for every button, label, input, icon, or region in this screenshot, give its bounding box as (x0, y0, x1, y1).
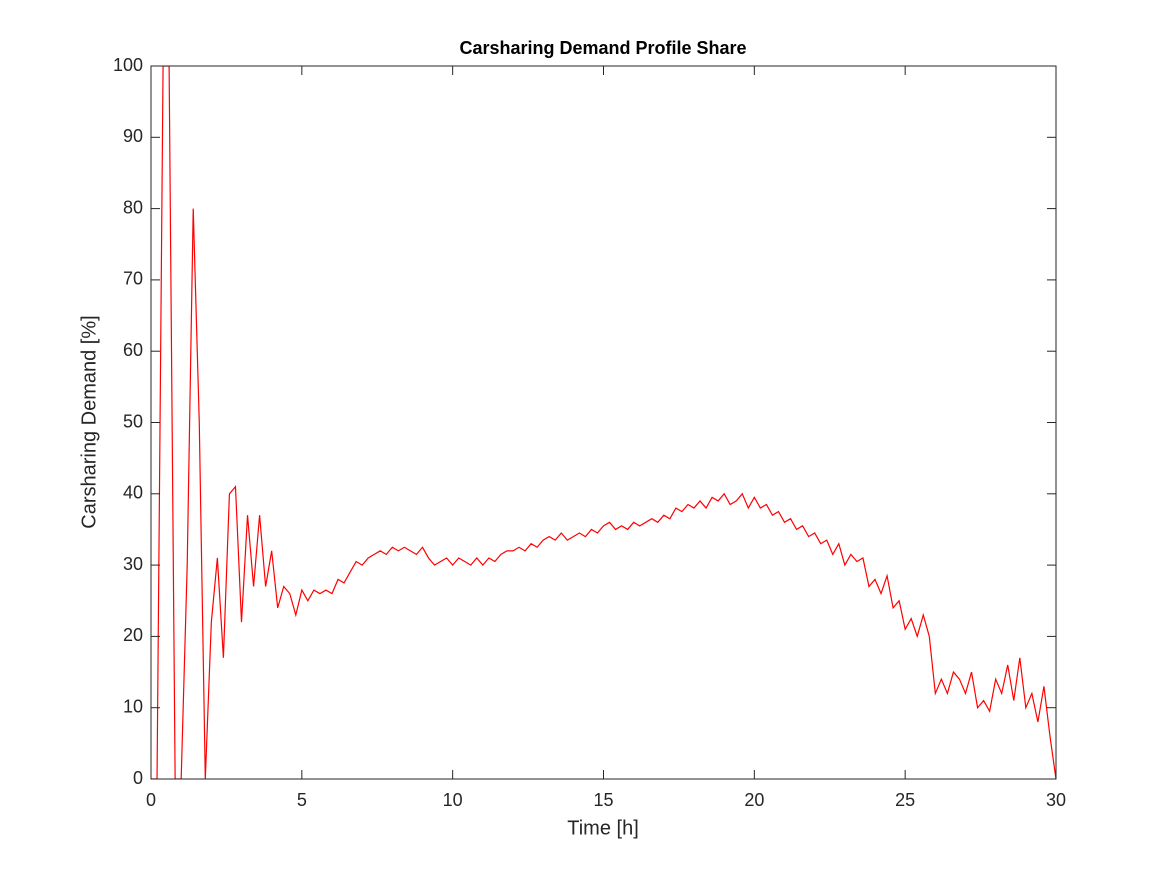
y-tick-label: 50 (123, 411, 143, 431)
x-tick-label: 20 (744, 790, 764, 810)
x-axis-label: Time [h] (567, 817, 639, 839)
x-tick-label: 10 (443, 790, 463, 810)
y-tick-label: 70 (123, 269, 143, 289)
x-tick-label: 0 (146, 790, 156, 810)
y-tick-label: 100 (113, 55, 143, 75)
y-tick-label: 60 (123, 340, 143, 360)
x-tick-label: 5 (297, 790, 307, 810)
y-tick-label: 30 (123, 554, 143, 574)
y-axis-label: Carsharing Demand [%] (78, 315, 100, 528)
y-tick-label: 10 (123, 696, 143, 716)
x-tick-label: 30 (1046, 790, 1066, 810)
chart-title: Carsharing Demand Profile Share (459, 38, 746, 58)
y-tick-label: 40 (123, 483, 143, 503)
x-tick-label: 15 (593, 790, 613, 810)
data-line (151, 66, 1056, 779)
y-tick-label: 20 (123, 625, 143, 645)
y-tick-label: 0 (133, 768, 143, 788)
x-tick-label: 25 (895, 790, 915, 810)
y-tick-label: 90 (123, 126, 143, 146)
y-tick-label: 80 (123, 197, 143, 217)
plot-area (151, 66, 1056, 779)
